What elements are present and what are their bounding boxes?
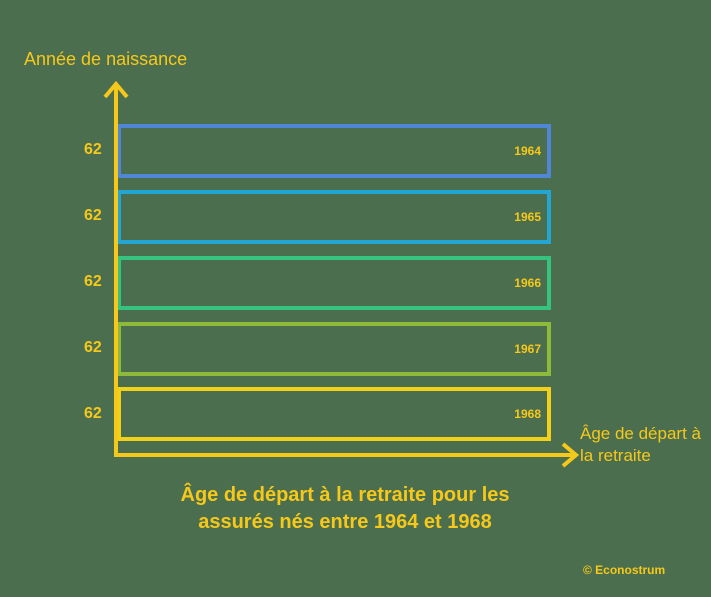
bar-value-label: 62 [84, 207, 102, 224]
bar-1967: 1967 [118, 322, 551, 376]
bar-1964: 1964 [118, 124, 551, 178]
bar-value-label: 62 [84, 141, 102, 158]
chart-title: Âge de départ à la retraite pour les ass… [120, 482, 570, 536]
x-axis-arrow-icon [561, 442, 580, 468]
bar-value-label: 62 [84, 405, 102, 422]
bar-value-label: 62 [84, 273, 102, 290]
bar-value-label: 62 [84, 339, 102, 356]
bar-year-label: 1967 [514, 342, 541, 356]
bar-year-label: 1968 [514, 407, 541, 421]
x-axis-label: Âge de départ à la retraite [580, 424, 701, 465]
y-axis-arrow-icon [103, 80, 129, 99]
bar-1966: 1966 [118, 256, 551, 310]
y-axis-label: Année de naissance [24, 49, 188, 69]
credit: © Econostrum [583, 563, 666, 577]
bar-year-label: 1964 [514, 144, 541, 158]
chart-title-line1: Âge de départ à la retraite pour les [180, 484, 510, 506]
bar-year-label: 1966 [514, 276, 541, 290]
bar-year-label: 1965 [514, 210, 541, 224]
chart-title-line2: assurés nés entre 1964 et 1968 [198, 511, 492, 533]
bar-1968: 1968 [118, 387, 551, 441]
bar-1965: 1965 [118, 190, 551, 244]
